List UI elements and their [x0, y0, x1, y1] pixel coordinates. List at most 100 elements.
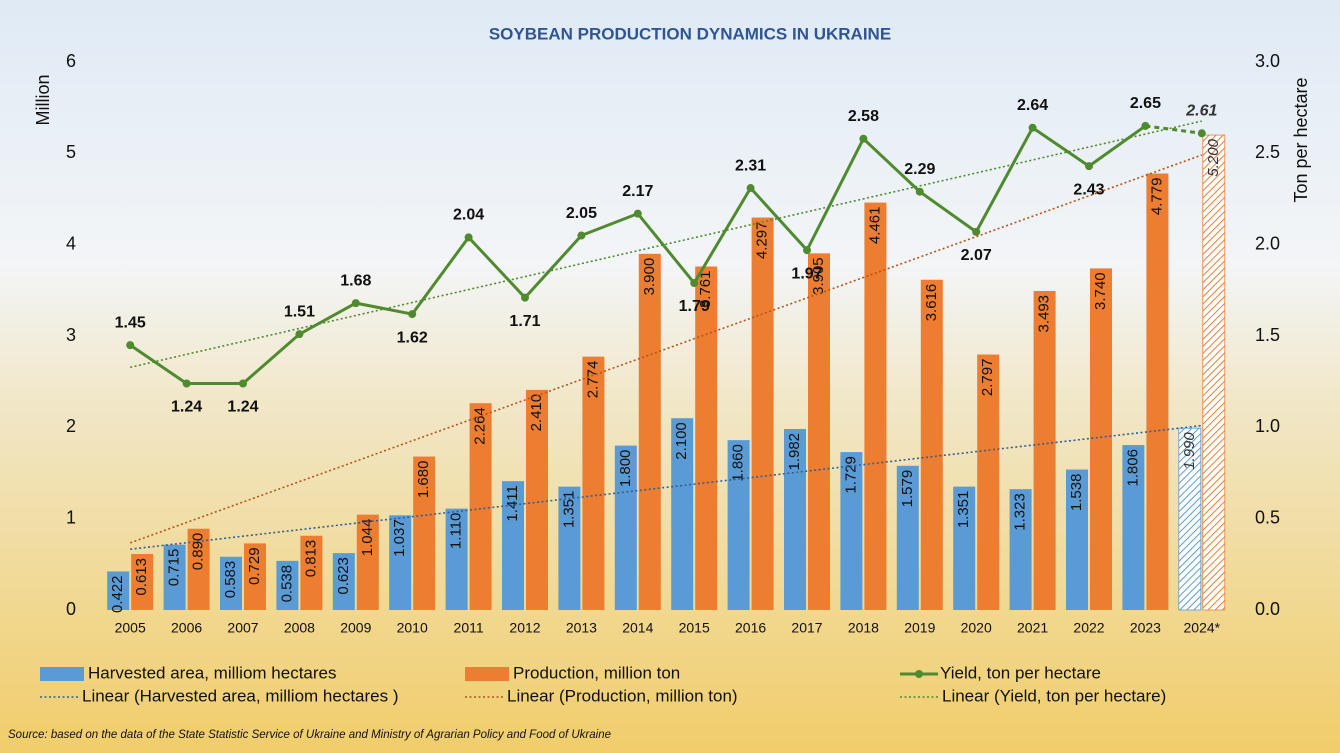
bar-value-label: 0.729 — [246, 547, 263, 585]
yield-marker — [183, 379, 191, 387]
legend-swatch — [465, 667, 509, 681]
y2-tick-label: 0.5 — [1255, 507, 1280, 527]
bar-value-label: 0.715 — [166, 549, 183, 587]
y-tick-label: 0 — [66, 599, 76, 619]
y-tick-label: 3 — [66, 325, 76, 345]
yield-value-label: 2.65 — [1130, 95, 1161, 112]
bar-value-label: 2.264 — [472, 407, 489, 445]
bar — [752, 218, 774, 610]
yield-marker — [690, 279, 698, 287]
bar-value-label: 1.579 — [899, 470, 916, 508]
x-tick-label: 2020 — [961, 620, 992, 636]
y-tick-label: 1 — [66, 507, 76, 527]
yield-marker — [1029, 124, 1037, 132]
x-tick-label: 2016 — [735, 620, 766, 636]
y-tick-label: 5 — [66, 142, 76, 162]
legend-swatch — [915, 670, 923, 678]
bar-value-label: 1.680 — [415, 461, 432, 499]
bar — [1203, 135, 1225, 610]
yield-value-label: 1.24 — [171, 399, 202, 416]
yield-marker — [634, 210, 642, 218]
legend-swatch — [40, 667, 84, 681]
y2-axis-title: Ton per hectare — [1291, 77, 1311, 202]
yield-marker — [239, 379, 247, 387]
bar-value-label: 2.774 — [584, 361, 601, 399]
yield-value-label: 2.05 — [566, 205, 597, 222]
bar-value-label: 1.037 — [391, 519, 408, 557]
x-tick-label: 2013 — [566, 620, 597, 636]
x-tick-label: 2024* — [1184, 620, 1221, 636]
y2-tick-label: 1.5 — [1255, 325, 1280, 345]
bar-value-label: 1.110 — [448, 513, 465, 549]
yield-value-label: 1.97 — [791, 265, 822, 282]
x-tick-label: 2014 — [622, 620, 653, 636]
yield-value-label: 2.61 — [1185, 102, 1217, 119]
y2-tick-label: 2.5 — [1255, 142, 1280, 162]
bar-value-label: 0.538 — [278, 565, 295, 603]
legend-label: Yield, ton per hectare — [940, 663, 1101, 682]
bar — [808, 253, 830, 610]
x-tick-label: 2011 — [454, 620, 484, 636]
bar-value-label: 4.461 — [866, 207, 883, 245]
yield-value-label: 1.79 — [679, 298, 710, 315]
x-tick-label: 2010 — [397, 620, 428, 636]
bar-value-label: 0.813 — [302, 540, 319, 578]
bar-value-label: 4.779 — [1148, 178, 1165, 216]
y-tick-label: 6 — [66, 51, 76, 71]
bar — [1090, 268, 1112, 610]
yield-value-label: 2.43 — [1073, 181, 1104, 198]
bar-value-label: 4.297 — [754, 222, 771, 260]
bar — [695, 266, 717, 610]
y2-tick-label: 2.0 — [1255, 233, 1280, 253]
yield-value-label: 2.29 — [904, 161, 935, 178]
yield-marker — [803, 246, 811, 254]
bar-value-label: 2.797 — [979, 359, 996, 397]
yield-marker — [577, 232, 585, 240]
bar-value-label: 1.323 — [1012, 493, 1029, 531]
bar-value-label: 0.623 — [335, 557, 352, 595]
bar-value-label: 3.900 — [641, 258, 658, 296]
yield-marker — [465, 233, 473, 241]
yield-value-label: 2.58 — [848, 108, 879, 125]
yield-marker — [295, 330, 303, 338]
y-axis-title: Million — [33, 74, 53, 125]
yield-value-label: 1.51 — [284, 303, 315, 320]
yield-value-label: 1.71 — [509, 313, 540, 330]
bar — [921, 280, 943, 610]
legend-label: Linear (Harvested area, milliom hectares… — [82, 686, 399, 705]
yield-value-label: 2.31 — [735, 157, 766, 174]
x-tick-label: 2021 — [1017, 620, 1048, 636]
bar-value-label: 2.100 — [673, 422, 690, 460]
legend-label: Linear (Production, million ton) — [507, 686, 738, 705]
bar-value-label: 1.800 — [617, 450, 634, 488]
yield-marker — [859, 135, 867, 143]
legend-label: Harvested area, milliom hectares — [88, 663, 336, 682]
background — [0, 0, 1340, 753]
bar-value-label: 0.613 — [133, 558, 150, 596]
y2-tick-label: 0.0 — [1255, 599, 1280, 619]
x-tick-label: 2018 — [848, 620, 879, 636]
bar-value-label: 1.351 — [560, 491, 577, 529]
yield-marker — [126, 341, 134, 349]
x-tick-label: 2008 — [284, 620, 315, 636]
x-tick-label: 2017 — [791, 620, 822, 636]
yield-marker — [352, 299, 360, 307]
bar-value-label: 1.806 — [1124, 449, 1141, 487]
yield-marker — [916, 188, 924, 196]
yield-marker — [1141, 122, 1149, 130]
bar-value-label: 5.200 — [1205, 138, 1222, 176]
bar-value-label: 1.411 — [504, 485, 521, 521]
yield-marker — [408, 310, 416, 318]
bar-value-label: 1.538 — [1068, 474, 1085, 512]
x-tick-label: 2019 — [904, 620, 935, 636]
source-note: Source: based on the data of the State S… — [8, 729, 611, 741]
x-tick-label: 2007 — [227, 620, 258, 636]
y2-tick-label: 3.0 — [1255, 51, 1280, 71]
bar-value-label: 1.044 — [359, 519, 376, 557]
yield-marker — [521, 294, 529, 302]
yield-marker — [747, 184, 755, 192]
yield-value-label: 2.07 — [961, 247, 992, 264]
bar-value-label: 1.982 — [786, 433, 803, 471]
bar-value-label: 2.410 — [528, 394, 545, 432]
bar-value-label: 1.351 — [955, 491, 972, 529]
